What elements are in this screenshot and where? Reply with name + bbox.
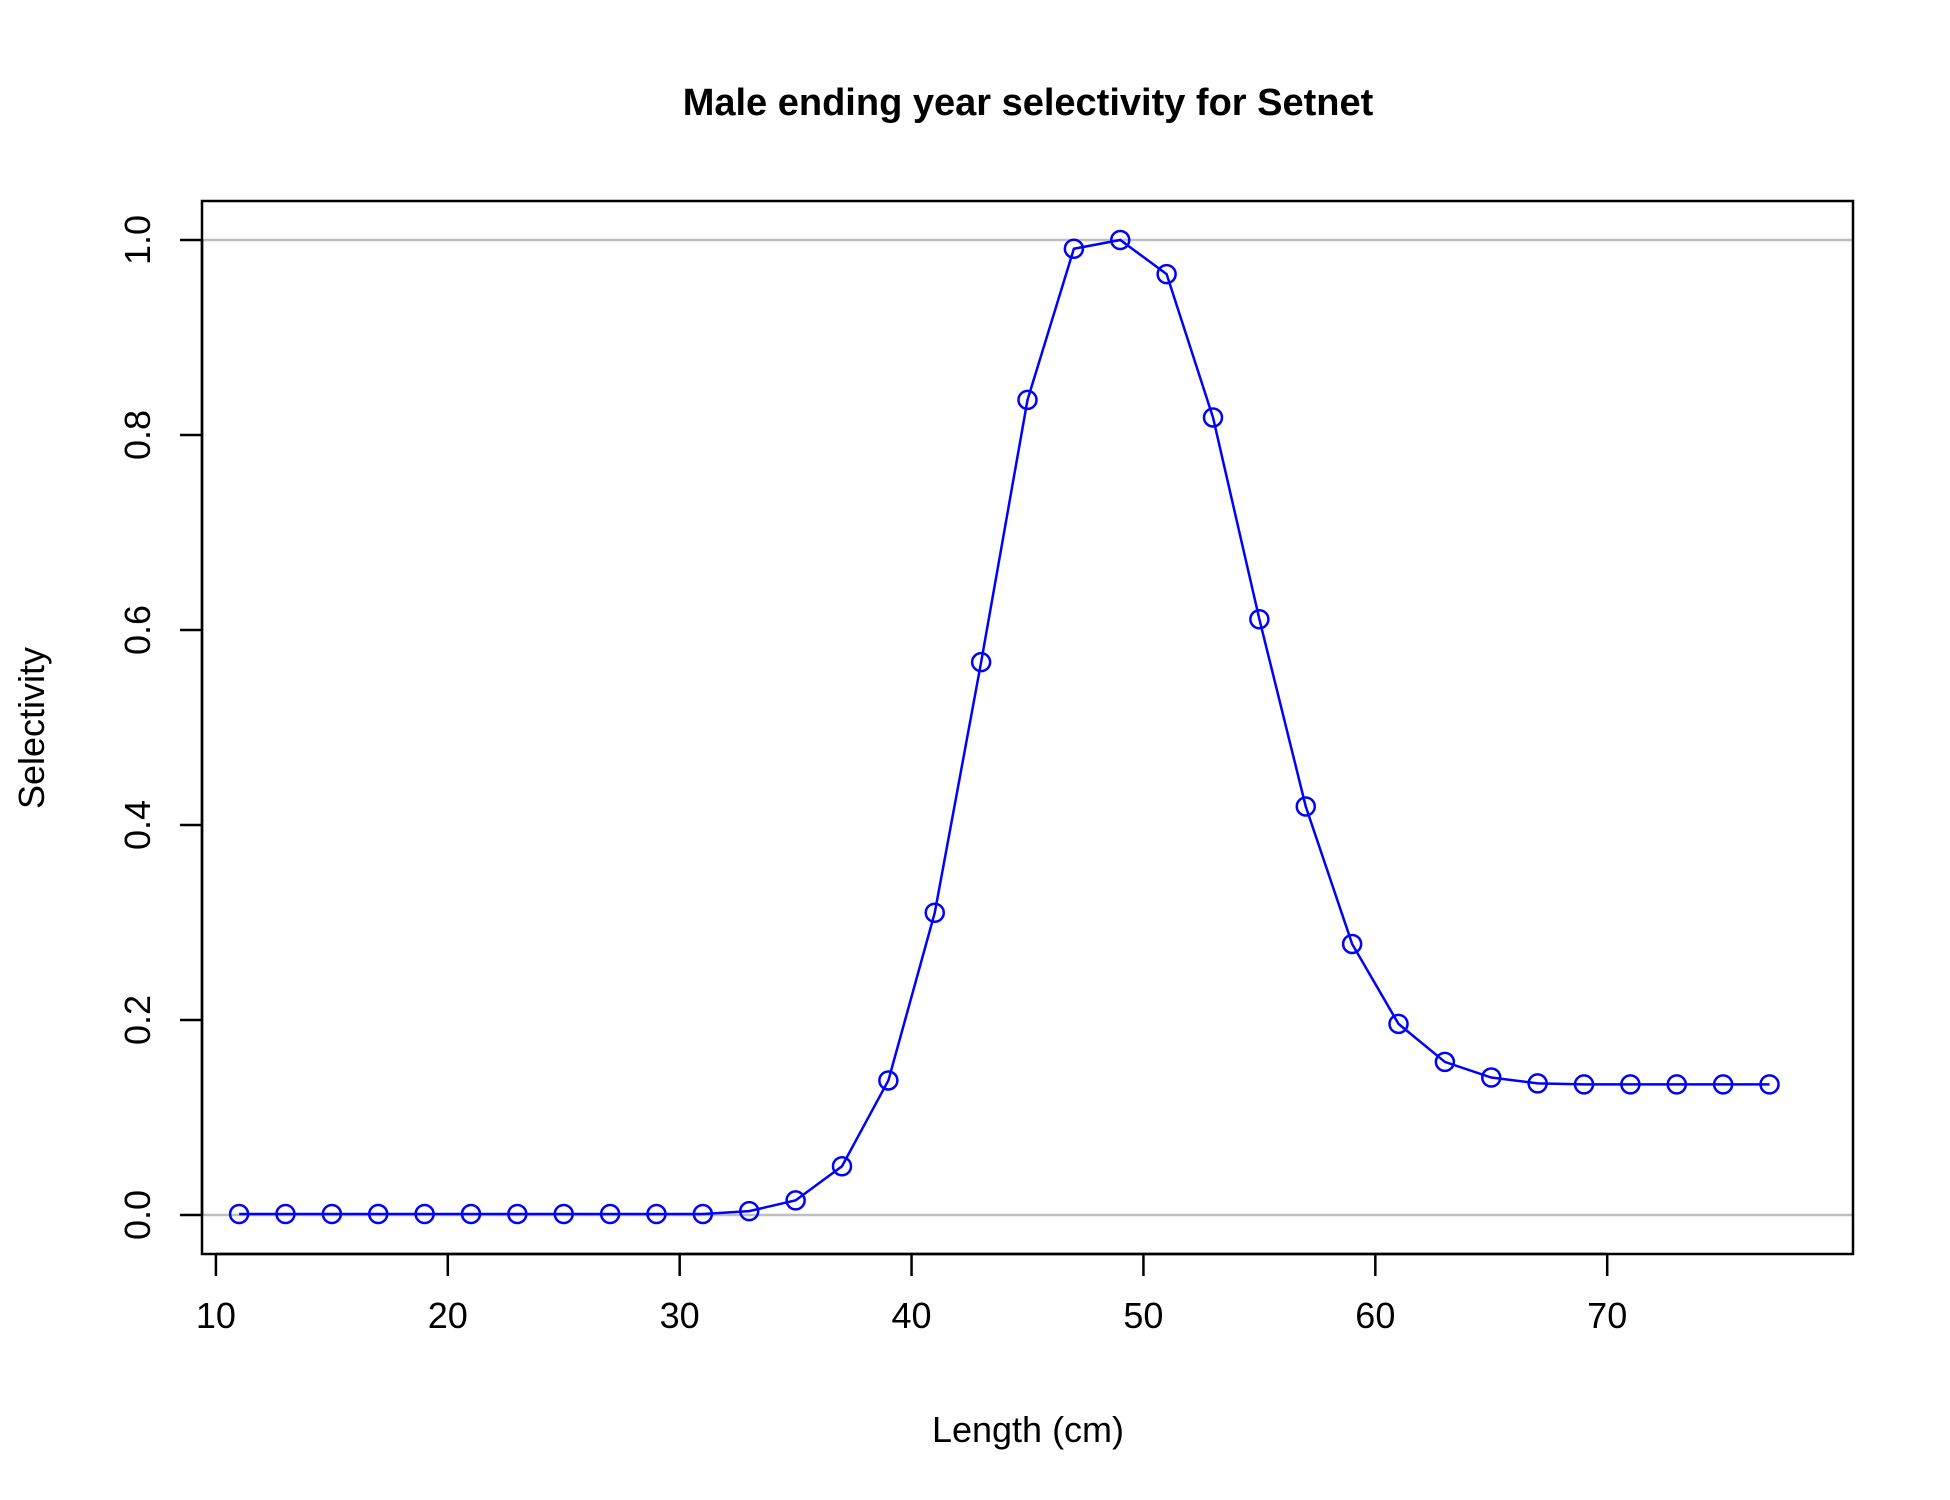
data-point	[1481, 1067, 1502, 1088]
data-point	[1527, 1073, 1548, 1094]
data-point	[1249, 609, 1270, 630]
x-axis: 10 20 30 40 50 60 70	[196, 1252, 1627, 1336]
data-point	[599, 1203, 621, 1225]
y-tick-label: 0.4	[117, 800, 158, 850]
data-point	[1759, 1074, 1780, 1095]
y-axis: 0.0 0.2 0.4 0.6 0.8 1.0	[117, 215, 204, 1240]
reference-lines	[202, 238, 1853, 1217]
data-point	[646, 1203, 667, 1225]
data-point	[924, 902, 945, 923]
data-point	[1388, 1013, 1409, 1035]
data-point	[1620, 1074, 1641, 1095]
data-point	[738, 1200, 760, 1222]
data-point	[1295, 796, 1317, 817]
data-point	[878, 1070, 899, 1091]
y-tick-label: 0.8	[117, 410, 158, 460]
y-tick-label: 0.0	[117, 1190, 158, 1240]
series-line	[239, 238, 1770, 1216]
data-point	[321, 1203, 343, 1225]
plot-frame	[200, 199, 1855, 1256]
data-point	[1712, 1074, 1734, 1095]
data-point	[1017, 389, 1038, 411]
data-point	[1341, 933, 1363, 955]
x-tick-label: 10	[196, 1295, 236, 1336]
data-point	[785, 1190, 806, 1211]
data-point	[1202, 407, 1224, 428]
chart-title: Male ending year selectivity for Setnet	[683, 82, 1374, 124]
data-point	[1434, 1051, 1456, 1073]
y-tick-label: 0.2	[117, 995, 158, 1045]
x-axis-label: Length (cm)	[932, 1409, 1124, 1450]
data-point	[1156, 263, 1177, 285]
data-point	[367, 1203, 389, 1225]
data-point	[970, 651, 992, 673]
y-axis-label: Selectivity	[11, 647, 52, 809]
x-tick-label: 60	[1355, 1295, 1395, 1336]
y-tick-label: 0.6	[117, 605, 158, 655]
data-point	[228, 1203, 250, 1225]
data-point	[1573, 1074, 1595, 1095]
y-tick-label: 1.0	[117, 215, 158, 265]
data-point	[1110, 229, 1131, 251]
data-point	[1666, 1074, 1688, 1095]
data-point	[692, 1203, 714, 1225]
data-point	[831, 1156, 853, 1177]
data-point	[460, 1203, 482, 1225]
data-point	[414, 1203, 435, 1225]
data-point	[507, 1203, 528, 1225]
series-layer	[228, 229, 1780, 1225]
data-point	[275, 1203, 296, 1225]
x-tick-label: 30	[660, 1295, 700, 1336]
x-tick-label: 70	[1587, 1295, 1627, 1336]
data-point	[1063, 238, 1085, 260]
x-tick-label: 20	[428, 1295, 468, 1336]
data-point	[553, 1203, 574, 1225]
x-tick-label: 40	[892, 1295, 932, 1336]
x-tick-label: 50	[1123, 1295, 1163, 1336]
